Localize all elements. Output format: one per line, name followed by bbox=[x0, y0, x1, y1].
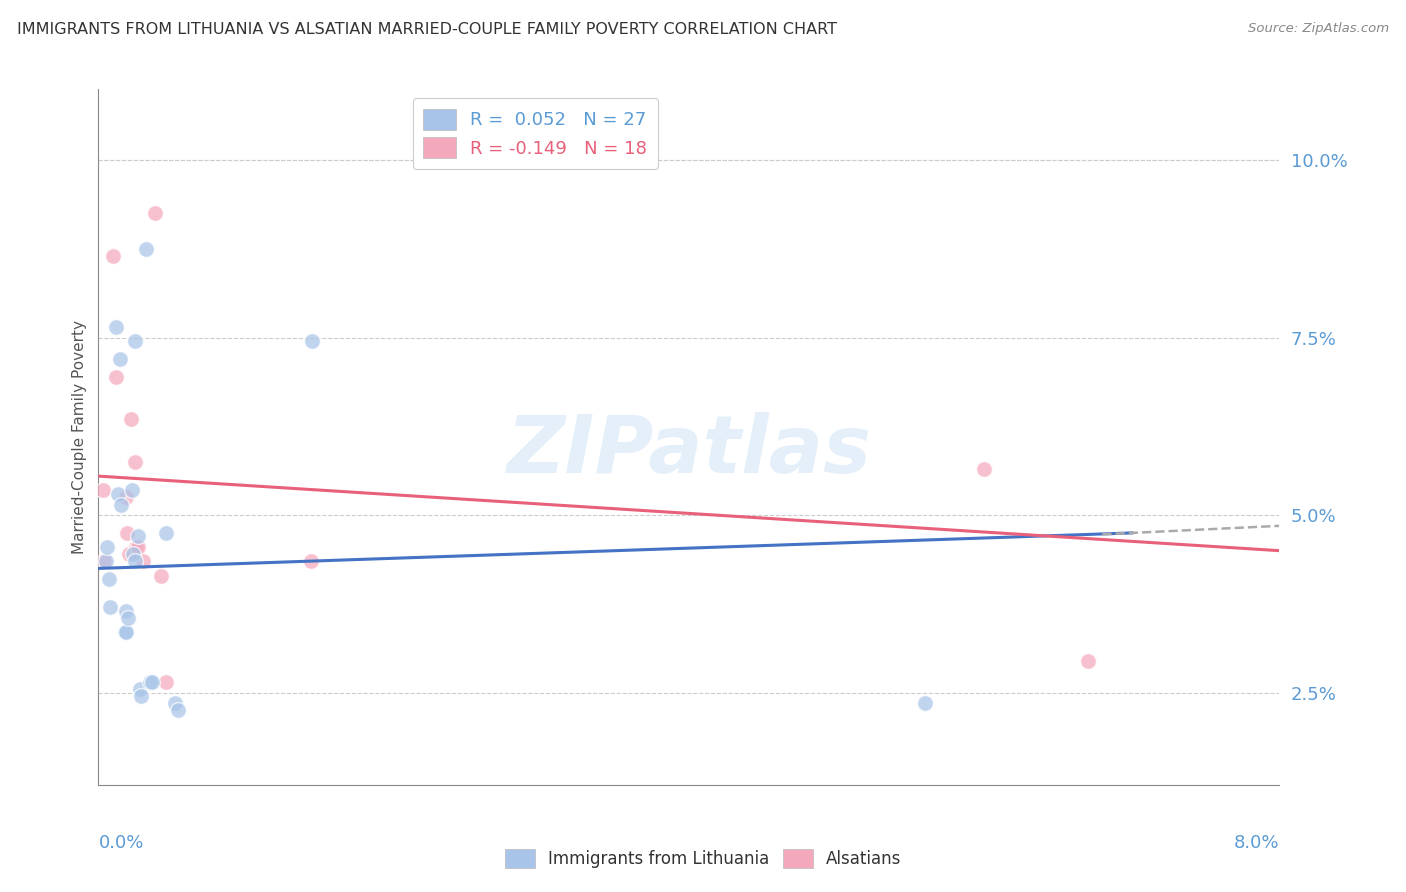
Point bbox=[1076, 654, 1098, 668]
Text: ZIPatlas: ZIPatlas bbox=[506, 412, 872, 490]
Point bbox=[114, 625, 136, 640]
Point bbox=[110, 498, 132, 512]
Point bbox=[103, 249, 125, 263]
Point bbox=[301, 334, 323, 349]
Point bbox=[117, 611, 139, 625]
Point bbox=[139, 675, 162, 690]
Point bbox=[115, 604, 138, 618]
Point bbox=[165, 696, 187, 710]
Point bbox=[150, 568, 173, 582]
Point bbox=[118, 547, 141, 561]
Point bbox=[973, 462, 995, 476]
Point bbox=[143, 206, 166, 220]
Y-axis label: Married-Couple Family Poverty: Married-Couple Family Poverty bbox=[72, 320, 87, 554]
Text: 0.0%: 0.0% bbox=[98, 834, 143, 852]
Point bbox=[105, 320, 128, 334]
Text: Source: ZipAtlas.com: Source: ZipAtlas.com bbox=[1249, 22, 1389, 36]
Point bbox=[155, 675, 177, 690]
Point bbox=[94, 554, 117, 568]
Point bbox=[141, 675, 163, 690]
Point bbox=[914, 696, 936, 710]
Point bbox=[91, 483, 114, 498]
Point bbox=[132, 554, 155, 568]
Text: IMMIGRANTS FROM LITHUANIA VS ALSATIAN MARRIED-COUPLE FAMILY POVERTY CORRELATION : IMMIGRANTS FROM LITHUANIA VS ALSATIAN MA… bbox=[17, 22, 837, 37]
Point bbox=[122, 547, 145, 561]
Point bbox=[93, 554, 115, 568]
Point bbox=[115, 525, 138, 540]
Text: 8.0%: 8.0% bbox=[1234, 834, 1279, 852]
Point bbox=[129, 690, 152, 704]
Point bbox=[108, 351, 131, 366]
Point bbox=[115, 491, 138, 505]
Point bbox=[125, 540, 148, 554]
Point bbox=[155, 525, 177, 540]
Legend: R =  0.052   N = 27, R = -0.149   N = 18: R = 0.052 N = 27, R = -0.149 N = 18 bbox=[413, 98, 658, 169]
Point bbox=[120, 412, 142, 426]
Point bbox=[105, 369, 128, 384]
Point bbox=[124, 334, 146, 349]
Point bbox=[124, 554, 146, 568]
Point bbox=[299, 554, 322, 568]
Point bbox=[107, 487, 129, 501]
Legend: Immigrants from Lithuania, Alsatians: Immigrants from Lithuania, Alsatians bbox=[498, 842, 908, 875]
Point bbox=[97, 572, 120, 586]
Point bbox=[127, 540, 149, 554]
Point bbox=[96, 540, 118, 554]
Point bbox=[135, 242, 157, 256]
Point bbox=[129, 682, 152, 697]
Point bbox=[114, 625, 136, 640]
Point bbox=[98, 600, 121, 615]
Point bbox=[167, 703, 190, 717]
Point bbox=[124, 455, 146, 469]
Point bbox=[127, 529, 149, 543]
Point bbox=[121, 483, 143, 498]
